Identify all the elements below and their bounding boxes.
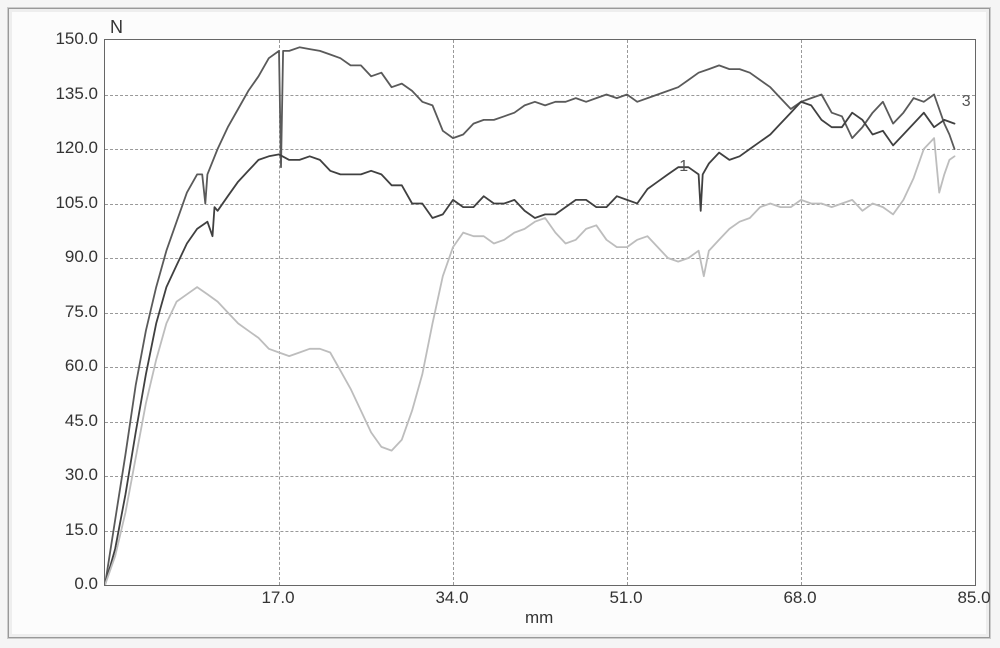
y-axis-unit: N <box>110 17 123 38</box>
y-tick-label: 30.0 <box>65 465 98 485</box>
x-tick-label: 51.0 <box>609 588 642 608</box>
curve-mid <box>105 102 955 585</box>
chart-outer-frame: N mm 0.0 15.0 30.0 45.0 60.0 75.0 90.0 105.0 120… <box>8 8 990 638</box>
y-tick-label: 0.0 <box>74 574 98 594</box>
y-tick-label: 120.0 <box>55 138 98 158</box>
y-tick-label: 135.0 <box>55 84 98 104</box>
series-annotation: 3 <box>962 93 971 111</box>
y-tick-label: 150.0 <box>55 29 98 49</box>
curve-bottom <box>105 138 955 585</box>
y-tick-label: 15.0 <box>65 520 98 540</box>
series-annotation: 1 <box>679 158 688 176</box>
x-tick-label: 34.0 <box>435 588 468 608</box>
y-tick-label: 75.0 <box>65 302 98 322</box>
y-tick-label: 90.0 <box>65 247 98 267</box>
plot-area <box>104 39 976 586</box>
x-tick-label: 68.0 <box>783 588 816 608</box>
y-tick-label: 45.0 <box>65 411 98 431</box>
y-tick-label: 60.0 <box>65 356 98 376</box>
x-tick-label: 85.0 <box>957 588 990 608</box>
y-tick-label: 105.0 <box>55 193 98 213</box>
x-axis-unit: mm <box>525 608 553 628</box>
curves-svg <box>105 40 975 585</box>
x-tick-label: 17.0 <box>261 588 294 608</box>
